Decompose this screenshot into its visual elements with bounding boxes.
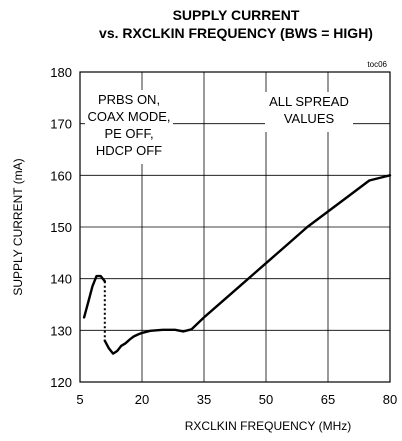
x-tick-label-2: 35 bbox=[197, 392, 211, 407]
y-tick-label-4: 160 bbox=[50, 168, 72, 183]
x-tick-label-4: 65 bbox=[321, 392, 335, 407]
annotation-right-line-0: ALL SPREAD bbox=[269, 94, 349, 109]
x-axis-label: RXCLKIN FREQUENCY (MHz) bbox=[185, 419, 351, 433]
figure-code: toc06 bbox=[367, 60, 387, 69]
data-series bbox=[82, 174, 392, 355]
annotations: PRBS ON, COAX MODE, PE OFF, HDCP OFF ALL SPR… bbox=[85, 90, 353, 164]
chart-title-line1: SUPPLY CURRENT bbox=[173, 7, 300, 23]
x-tick-label-3: 50 bbox=[259, 392, 273, 407]
y-tick-label-2: 140 bbox=[50, 272, 72, 287]
annotation-left-line-0: PRBS ON, bbox=[98, 92, 160, 107]
y-tick-label-6: 180 bbox=[50, 65, 72, 80]
chart-title-line2: vs. RXCLKIN FREQUENCY (BWS = HIGH) bbox=[99, 25, 373, 41]
annotation-left-line-1: COAX MODE, bbox=[87, 109, 170, 124]
y-axis-label: SUPPLY CURRENT (mA) bbox=[11, 158, 25, 295]
y-tick-label-5: 170 bbox=[50, 117, 72, 132]
annotation-right-line-1: VALUES bbox=[284, 111, 335, 126]
x-tick-label-5: 80 bbox=[383, 392, 397, 407]
x-tick-label-0: 5 bbox=[76, 392, 83, 407]
x-tick-label-1: 20 bbox=[135, 392, 149, 407]
y-tick-label-1: 130 bbox=[50, 323, 72, 338]
annotation-right-bg bbox=[265, 92, 353, 132]
plot-frame bbox=[79, 71, 391, 383]
series-line-low-frequency bbox=[82, 274, 106, 319]
annotation-left-bg bbox=[85, 90, 173, 164]
y-tick-label-0: 120 bbox=[50, 375, 72, 390]
annotation-left-line-2: PE OFF, bbox=[104, 126, 153, 141]
x-tick-labels: 5 20 35 50 65 80 bbox=[76, 392, 397, 407]
annotation-left-line-3: HDCP OFF bbox=[96, 143, 162, 158]
y-tick-label-3: 150 bbox=[50, 220, 72, 235]
series-line-high-frequency bbox=[103, 174, 392, 355]
y-tick-labels: 120 130 140 150 160 170 180 bbox=[50, 65, 72, 390]
